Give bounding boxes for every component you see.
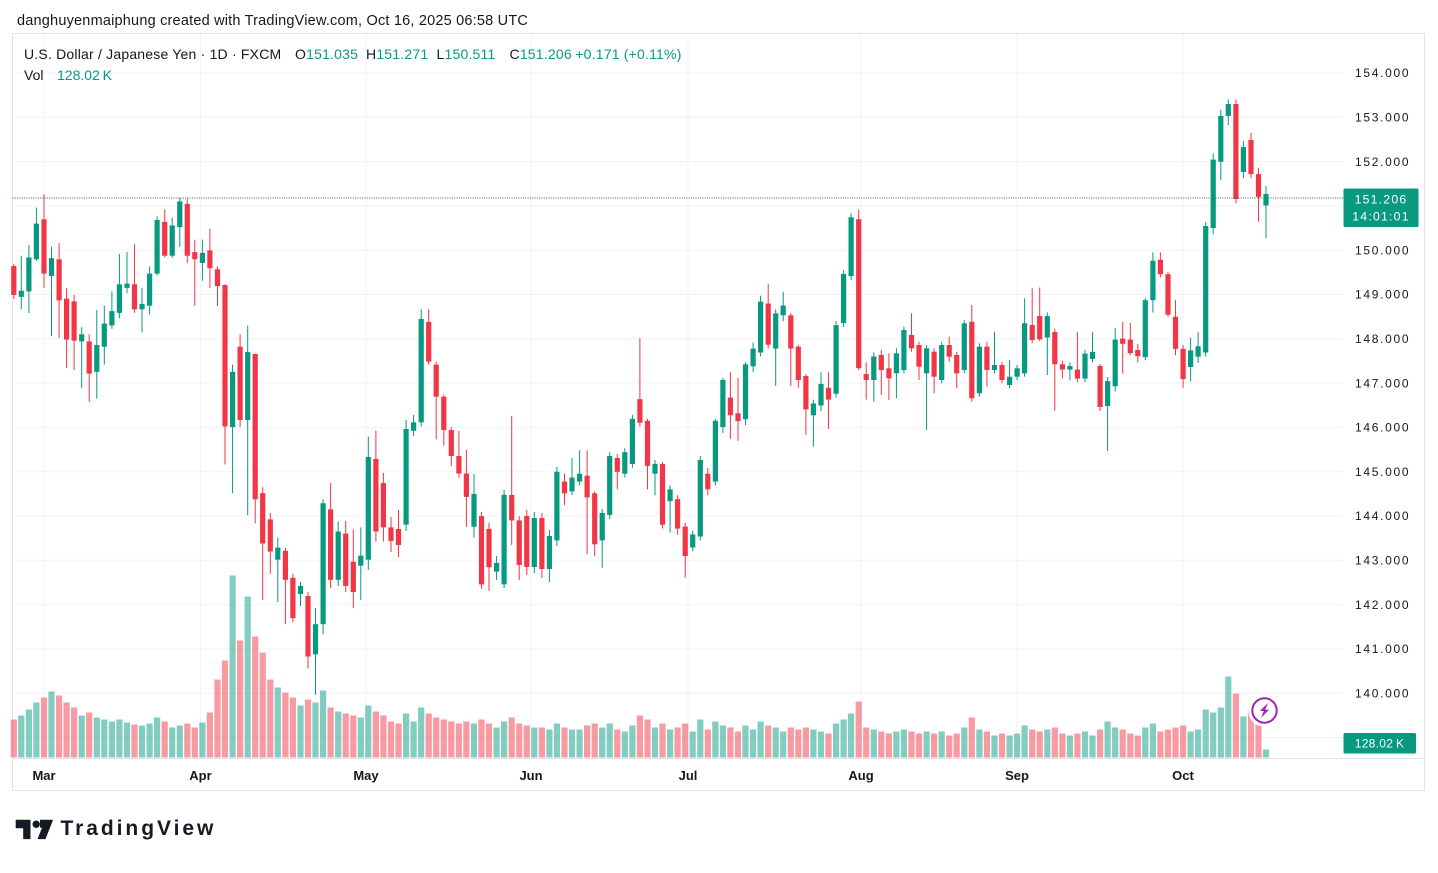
svg-text:146.000: 146.000 [1355,421,1410,435]
svg-text:danghuyenmaiphung created with: danghuyenmaiphung created with TradingVi… [17,13,528,29]
svg-text:Mar: Mar [32,768,55,783]
svg-text:144.000: 144.000 [1355,509,1410,523]
svg-text:Apr: Apr [189,768,211,783]
svg-text:149.000: 149.000 [1355,288,1410,302]
svg-text:147.000: 147.000 [1355,376,1410,390]
svg-text:Jul: Jul [679,768,698,783]
svg-text:153.000: 153.000 [1355,111,1410,125]
svg-text:May: May [353,768,379,783]
svg-text:143.000: 143.000 [1355,554,1410,568]
svg-text:128.02 K: 128.02 K [57,67,113,83]
svg-text:TradingView: TradingView [61,817,217,840]
svg-text:Vol: Vol [24,67,43,83]
svg-text:140.000: 140.000 [1355,686,1410,700]
svg-text:145.000: 145.000 [1355,465,1410,479]
svg-text:150.000: 150.000 [1355,243,1410,257]
svg-text:U.S. Dollar / Japanese Yen · 1: U.S. Dollar / Japanese Yen · 1D · FXCM O1… [24,46,682,62]
svg-text:154.000: 154.000 [1355,66,1410,80]
svg-text:141.000: 141.000 [1355,642,1410,656]
svg-text:Aug: Aug [848,768,873,783]
svg-text:128.02 K: 128.02 K [1355,737,1405,751]
svg-text:Sep: Sep [1005,768,1029,783]
svg-text:Jun: Jun [519,768,542,783]
svg-text:14:01:01: 14:01:01 [1352,209,1409,223]
svg-text:152.000: 152.000 [1355,155,1410,169]
svg-text:151.206: 151.206 [1355,192,1408,206]
svg-text:148.000: 148.000 [1355,332,1410,346]
svg-text:Oct: Oct [1172,768,1194,783]
svg-text:142.000: 142.000 [1355,598,1410,612]
